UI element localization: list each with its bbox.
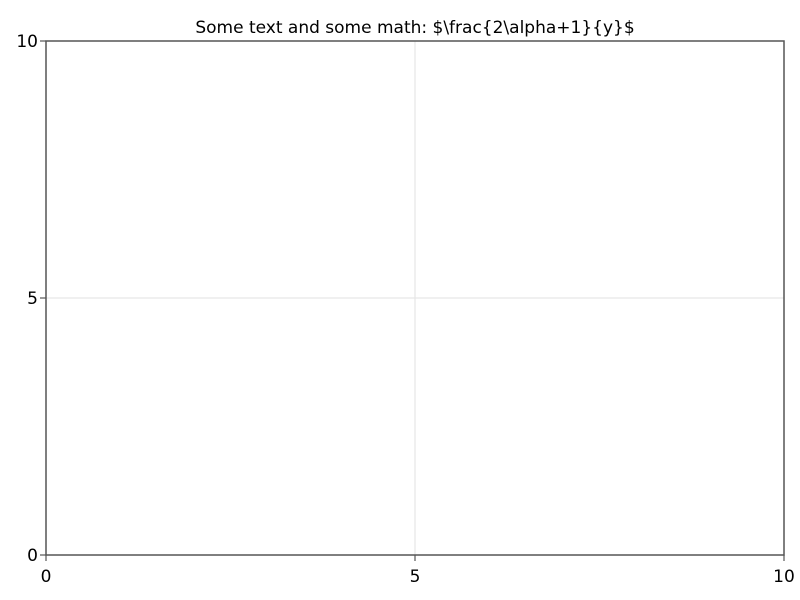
x-tick-label: 5 bbox=[410, 567, 421, 587]
x-axis-ticks: 0 5 10 bbox=[41, 555, 795, 587]
y-tick-label: 0 bbox=[27, 546, 38, 566]
x-tick-label: 0 bbox=[41, 567, 52, 587]
chart-title: Some text and some math: $\frac{2\alpha+… bbox=[195, 18, 634, 38]
y-axis-ticks: 0 5 10 bbox=[16, 32, 46, 566]
grid-lines bbox=[46, 41, 784, 555]
x-tick-label: 10 bbox=[773, 567, 795, 587]
y-tick-label: 5 bbox=[27, 289, 38, 309]
y-tick-label: 10 bbox=[16, 32, 38, 52]
